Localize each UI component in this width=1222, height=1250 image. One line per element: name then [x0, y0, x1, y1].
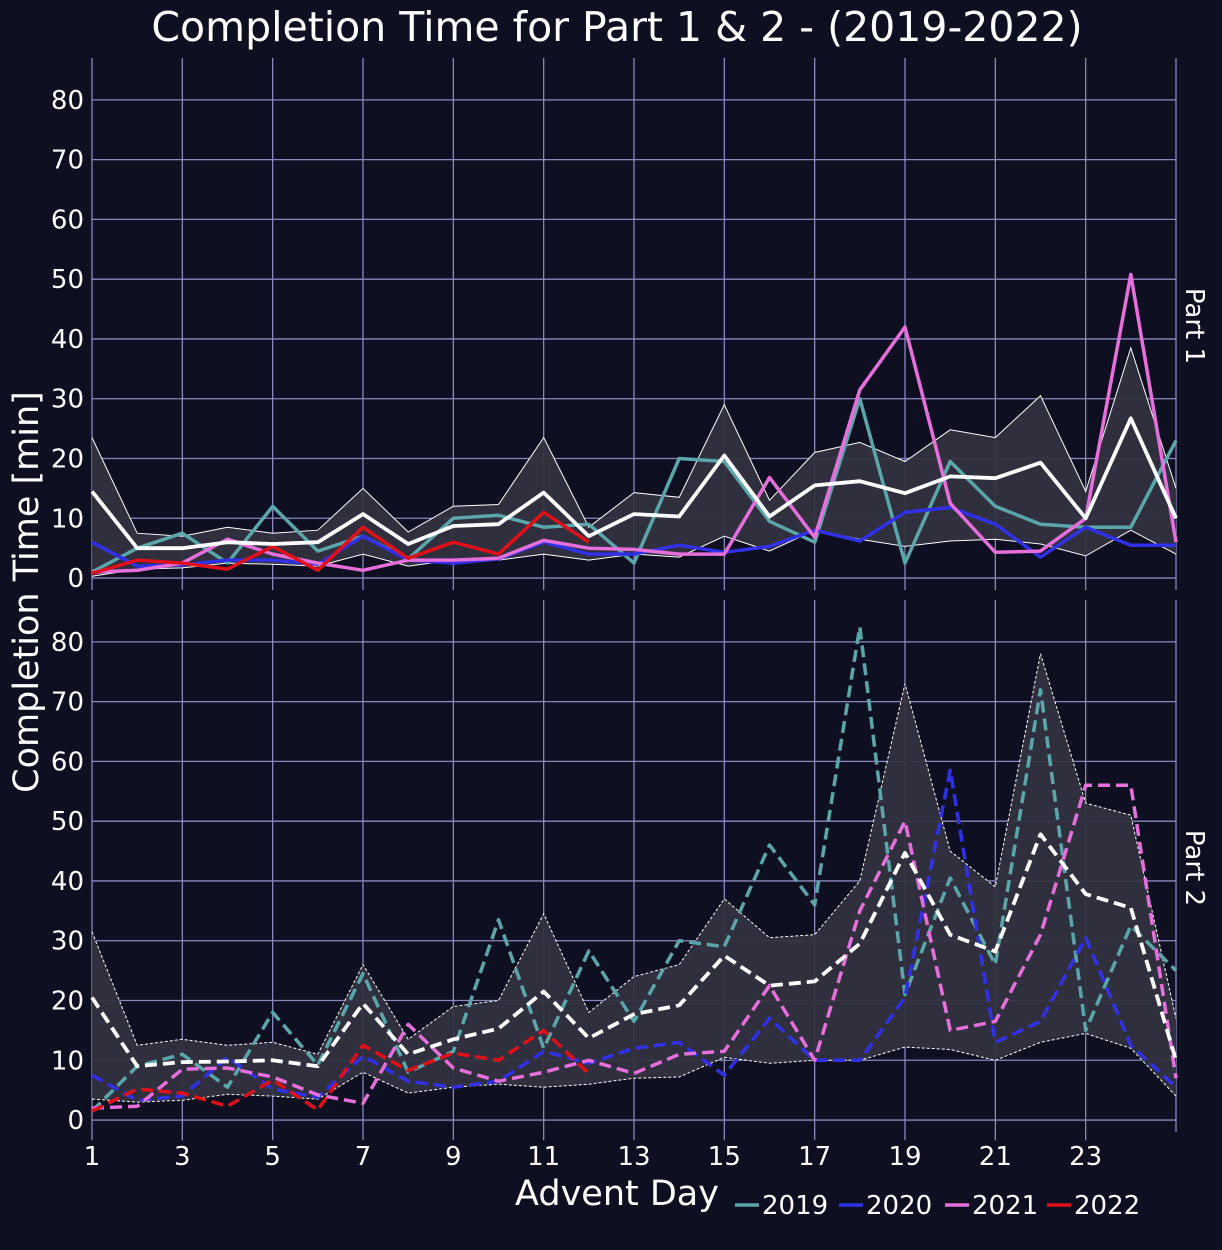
x-tick-label: 1	[84, 1142, 101, 1172]
x-tick-label: 3	[174, 1142, 191, 1172]
range-band	[92, 347, 1176, 577]
series-line-2021	[91, 783, 1178, 1110]
y-tick-label: 50	[51, 265, 84, 295]
y-tick-label: 80	[51, 86, 84, 116]
x-tick-label: 19	[888, 1142, 921, 1172]
x-axis-label: Advent Day	[515, 1174, 719, 1214]
y-tick-label: 10	[51, 504, 84, 534]
x-tick-label: 15	[708, 1142, 741, 1172]
mean-line	[90, 416, 1178, 551]
series-line-2020	[91, 505, 1176, 568]
y-axis-label: Completion Time [min]	[7, 391, 47, 793]
x-tick-label: 11	[527, 1142, 560, 1172]
x-tick-label: 5	[264, 1142, 281, 1172]
y-tick-label: 20	[51, 986, 84, 1016]
mean-line	[90, 832, 1178, 1069]
y-tick-label: 0	[67, 1106, 84, 1136]
panel-label-part-2: Part 2	[1179, 830, 1209, 906]
y-tick-label: 40	[51, 867, 84, 897]
y-tick-label: 0	[67, 564, 84, 594]
legend-label-2019: 2019	[762, 1191, 828, 1221]
series-line-2019	[91, 396, 1178, 574]
x-tick-label: 13	[617, 1142, 650, 1172]
x-tick-label: 7	[355, 1142, 372, 1172]
y-tick-label: 10	[51, 1046, 84, 1076]
chart-title: Completion Time for Part 1 & 2 - (2019-2…	[151, 3, 1082, 51]
legend-label-2020: 2020	[866, 1191, 932, 1221]
series-line-2021	[91, 272, 1178, 574]
y-tick-label: 30	[51, 927, 84, 957]
band-upper-edge	[91, 346, 1177, 537]
y-tick-label: 70	[51, 146, 84, 176]
series-line-2019	[90, 625, 1178, 1113]
y-tick-label: 80	[51, 628, 84, 658]
y-tick-label: 20	[51, 444, 84, 474]
series-line-2022	[91, 1028, 591, 1113]
x-tick-label: 21	[979, 1142, 1012, 1172]
x-tick-label: 9	[445, 1142, 462, 1172]
legend: 2019 2020 2021 2022	[735, 1191, 1140, 1221]
y-tick-label: 50	[51, 807, 84, 837]
legend-label-2022: 2022	[1074, 1191, 1140, 1221]
series-line-2022	[91, 510, 590, 575]
band-lower-edge	[91, 1032, 1177, 1103]
x-tick-label: 23	[1069, 1142, 1102, 1172]
panel-part-2: 0 10 20 30 40 50 60 70 80	[51, 600, 1178, 1136]
y-tick-label: 60	[51, 747, 84, 777]
y-tick-label: 60	[51, 205, 84, 235]
panel-label-part-1: Part 1	[1179, 288, 1209, 364]
y-tick-label: 40	[51, 325, 84, 355]
panel-part-1: 0 10 20 30 40 50 60 70 80	[51, 58, 1178, 594]
x-tick-label: 17	[798, 1142, 831, 1172]
y-tick-label: 70	[51, 688, 84, 718]
legend-label-2021: 2021	[972, 1191, 1038, 1221]
y-tick-label: 30	[51, 385, 84, 415]
